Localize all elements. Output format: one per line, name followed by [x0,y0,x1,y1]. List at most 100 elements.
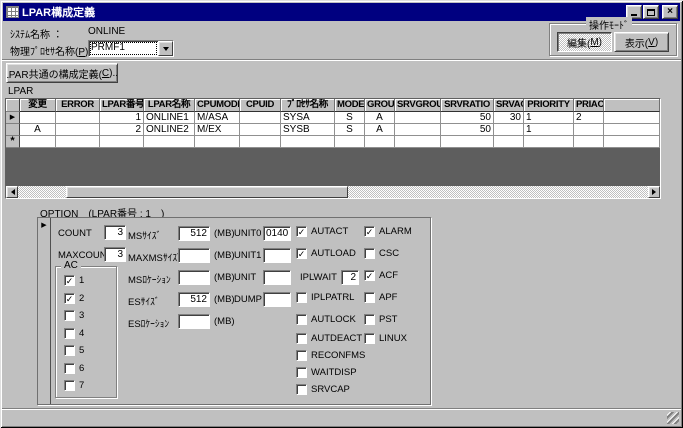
edit-mode-button[interactable]: 編集(M) [557,32,612,52]
table-cell[interactable]: SYSB [281,124,335,136]
table-cell[interactable] [20,136,56,148]
ac-4-checkbox[interactable] [64,327,75,339]
dump-input[interactable] [263,292,291,307]
table-cell[interactable] [240,112,281,124]
pst-checkbox[interactable] [364,314,375,325]
table-cell[interactable] [604,124,660,136]
table-cell[interactable] [240,124,281,136]
table-cell[interactable] [395,124,441,136]
memory-field-input[interactable] [178,248,210,263]
table-cell[interactable]: 30 [494,112,524,124]
table-cell[interactable] [574,124,604,136]
table-cell[interactable] [494,136,524,148]
scroll-right-button[interactable] [648,186,660,198]
table-cell[interactable] [524,136,574,148]
table-cell[interactable]: 2 [574,112,604,124]
table-cell[interactable]: A [365,124,395,136]
table-cell[interactable]: 2 [100,124,144,136]
table-cell[interactable]: M/EX [195,124,240,136]
table-cell[interactable] [281,136,335,148]
autlock-checkbox[interactable] [296,314,307,325]
unit1-input[interactable] [263,248,291,263]
row-selector[interactable] [6,124,20,136]
table-cell[interactable] [395,112,441,124]
memory-field-input[interactable]: 512 [178,292,210,307]
apf-checkbox[interactable] [364,292,375,303]
table-cell[interactable] [20,112,56,124]
table-cell[interactable] [365,136,395,148]
table-cell[interactable] [100,136,144,148]
table-cell[interactable] [144,136,195,148]
processor-combobox[interactable]: PRMF1 [88,40,174,57]
ac-1-checkbox[interactable]: ✓ [64,275,75,286]
ac-7-checkbox[interactable] [64,380,75,391]
titlebar[interactable]: LPAR構成定義 × [3,3,680,21]
alarm-checkbox[interactable]: ✓ [364,226,375,237]
table-cell[interactable]: 1 [524,112,574,124]
table-cell[interactable] [494,124,524,136]
table-cell[interactable]: 1 [524,124,574,136]
minimize-button[interactable] [626,5,642,19]
row-selector[interactable]: * [6,136,20,148]
memory-field-input[interactable] [178,314,210,329]
table-row[interactable]: A 2 ONLINE2 M/EX SYSB S A 50 1 [6,124,660,136]
reconfms-checkbox[interactable] [296,350,307,361]
ac-6-checkbox[interactable] [64,362,75,374]
table-cell[interactable] [56,124,100,136]
autload-checkbox[interactable]: ✓ [296,248,307,259]
autdeact-checkbox[interactable] [296,333,307,344]
iplpatrl-checkbox[interactable] [296,292,307,303]
scroll-left-button[interactable] [6,186,18,198]
table-cell[interactable]: 1 [100,112,144,124]
table-cell[interactable]: 50 [441,124,494,136]
resize-grip[interactable] [667,412,679,424]
combobox-value[interactable]: PRMF1 [89,41,158,56]
table-cell[interactable] [335,136,365,148]
row-selector[interactable]: ▶ [6,112,20,124]
scrollbar-thumb[interactable] [66,186,348,198]
table-cell[interactable]: S [335,124,365,136]
table-cell[interactable]: ONLINE2 [144,124,195,136]
ac-2-checkbox[interactable]: ✓ [64,292,75,304]
table-cell[interactable] [604,112,660,124]
table-cell[interactable] [240,136,281,148]
maxcount-field[interactable]: 3 [104,247,126,262]
table-cell[interactable] [574,136,604,148]
table-row[interactable]: * [6,136,660,148]
table-cell[interactable]: A [20,124,56,136]
ac-3-checkbox[interactable] [64,310,75,321]
linux-checkbox[interactable] [364,333,375,344]
view-mode-button[interactable]: 表示(V) [614,32,669,52]
table-cell[interactable]: 50 [441,112,494,124]
table-cell[interactable] [604,136,660,148]
csc-checkbox[interactable] [364,248,375,259]
maximize-button[interactable] [643,5,659,19]
table-cell[interactable]: ONLINE1 [144,112,195,124]
unit0-input[interactable]: 0140 [263,226,291,241]
autact-checkbox[interactable]: ✓ [296,226,307,237]
table-cell[interactable] [195,136,240,148]
combobox-dropdown-button[interactable] [158,41,173,56]
table-cell[interactable] [395,136,441,148]
table-cell[interactable]: S [335,112,365,124]
option-record-selector[interactable]: ▶ [38,218,51,404]
unit-input[interactable] [263,270,291,285]
table-cell[interactable]: A [365,112,395,124]
close-button[interactable]: × [662,5,678,19]
memory-field-input[interactable]: 512 [178,226,210,241]
iplwait-input[interactable]: 2 [341,270,359,285]
horizontal-scrollbar[interactable] [6,186,660,198]
table-row[interactable]: ▶ 1 ONLINE1 M/ASA SYSA S A 50 30 1 2 [6,112,660,124]
acf-checkbox[interactable]: ✓ [364,270,375,281]
table-cell[interactable] [441,136,494,148]
table-cell[interactable] [56,112,100,124]
count-field[interactable]: 3 [104,225,126,240]
ac-5-checkbox[interactable] [64,345,75,356]
waitdisp-checkbox[interactable] [296,367,307,378]
memory-field-input[interactable] [178,270,210,285]
table-cell[interactable] [56,136,100,148]
table-cell[interactable]: M/ASA [195,112,240,124]
common-config-button[interactable]: LPAR共通の構成定義(C)... [6,63,118,83]
table-cell[interactable]: SYSA [281,112,335,124]
srvcap-checkbox[interactable] [296,384,307,395]
